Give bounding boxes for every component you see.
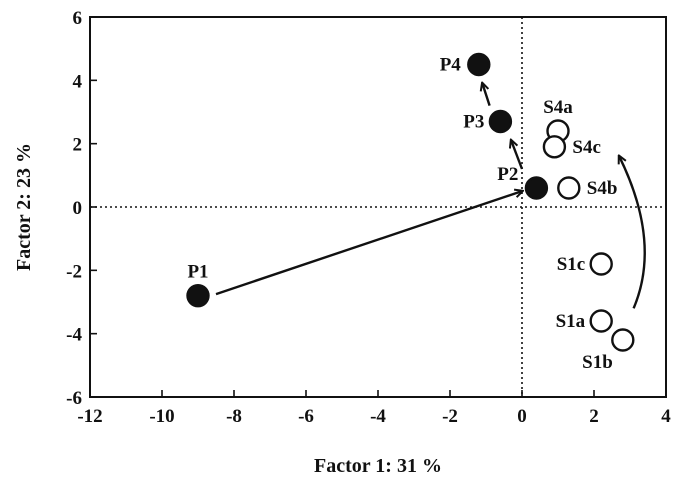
point-label-p2: P2 [497,164,518,185]
point-p2 [524,176,549,200]
x-tick-label: -4 [370,406,386,427]
data-points [186,52,635,352]
point-label-s4a: S4a [543,97,573,118]
x-tick-label: -10 [149,406,174,427]
reference-lines [90,17,666,397]
point-label-p4: P4 [440,55,462,76]
x-tick-label: 2 [589,406,599,427]
y-tick-label: -2 [66,261,82,282]
point-s4b [557,176,581,200]
y-tick-label: -6 [66,388,82,409]
point-s1b [611,328,635,352]
point-s1a [589,309,613,333]
trajectory-arrow [215,191,522,296]
point-s4c [542,135,567,159]
x-tick-label: -6 [298,406,314,427]
y-tick-label: -4 [66,325,82,346]
point-label-s1a: S1a [556,311,586,332]
point-label-p1: P1 [187,262,208,283]
point-p1 [186,283,210,308]
trajectory-arrow [511,141,524,170]
point-label-s1c: S1c [557,254,586,275]
x-tick-label: 0 [517,406,527,427]
point-s1c [589,252,613,276]
point-p3 [488,109,513,134]
arrows [215,84,646,309]
x-axis-title: Factor 1: 31 % [314,455,442,477]
x-tick-label: -12 [77,406,102,427]
x-axis: -12 -10 -8 -6 -4 -2 0 2 4 [77,390,671,427]
trajectory-arrow [482,84,491,107]
x-tick-label: -2 [442,406,458,427]
trajectory-arrow [619,156,646,309]
point-p4 [467,52,491,77]
y-tick-label: 6 [73,8,83,29]
point-label-s1b: S1b [582,352,613,373]
point-label-p3: P3 [463,112,484,133]
point-labels: P1 P2 P3 P4 S4a S4c S4b S1c S1a S1b [187,55,617,374]
point-label-s4b: S4b [587,178,618,199]
point-label-s4c: S4c [572,137,601,158]
x-tick-label: -8 [226,406,242,427]
y-tick-label: 2 [73,135,83,156]
y-tick-label: 4 [73,71,83,92]
y-tick-label: 0 [73,198,83,219]
x-tick-label: 4 [661,406,671,427]
y-axis-title: Factor 2: 23 % [13,143,35,271]
y-axis: -6 -4 -2 0 2 4 6 [66,8,97,409]
